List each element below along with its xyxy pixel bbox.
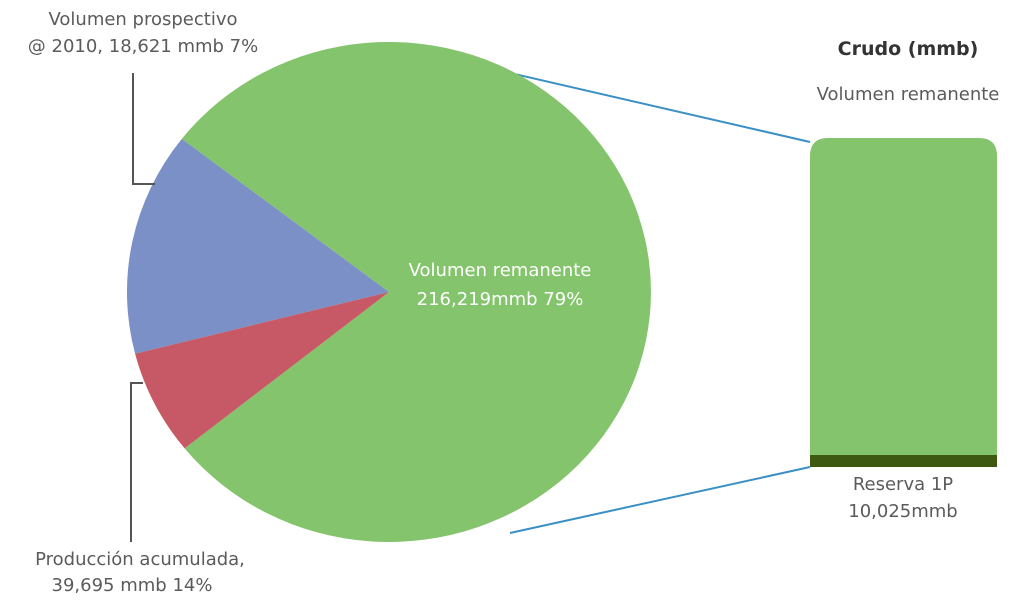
pie-slice-produccion	[126, 138, 390, 354]
label-prospectivo-line2: @ 2010, 18,621 mmb 7%	[28, 36, 258, 57]
label-prospectivo-line1: Volumen prospectivo	[48, 9, 237, 30]
label-remanente-line2: 216,219mmb 79%	[417, 289, 584, 310]
bar-top-label: Volumen remanente	[817, 84, 1000, 105]
bar-segment-reserva	[810, 455, 997, 467]
label-produccion-line2: 39,695 mmb 14%	[52, 575, 213, 596]
pie-slice-remanente	[181, 41, 651, 542]
bar-segment-remanente	[810, 138, 997, 455]
bar-title: Crudo (mmb)	[838, 38, 979, 60]
leader-lines	[130, 73, 155, 542]
bar-reserve-label-line2: 10,025mmb	[848, 501, 957, 522]
connector-lines	[496, 69, 811, 534]
pie-slice-prospectivo	[135, 292, 389, 449]
detail-bar	[810, 138, 997, 467]
connector-bottom	[509, 466, 811, 534]
leader-prospectivo	[132, 73, 155, 185]
bar-reserve-label-line1: Reserva 1P	[853, 474, 953, 495]
labels: Volumen remanente 216,219mmb 79% Producc…	[28, 9, 1000, 596]
leader-produccion	[130, 382, 143, 542]
pie-chart	[126, 41, 651, 542]
label-remanente-line1: Volumen remanente	[409, 260, 592, 281]
label-produccion-line1: Producción acumulada,	[35, 549, 245, 570]
connector-top	[496, 69, 811, 143]
